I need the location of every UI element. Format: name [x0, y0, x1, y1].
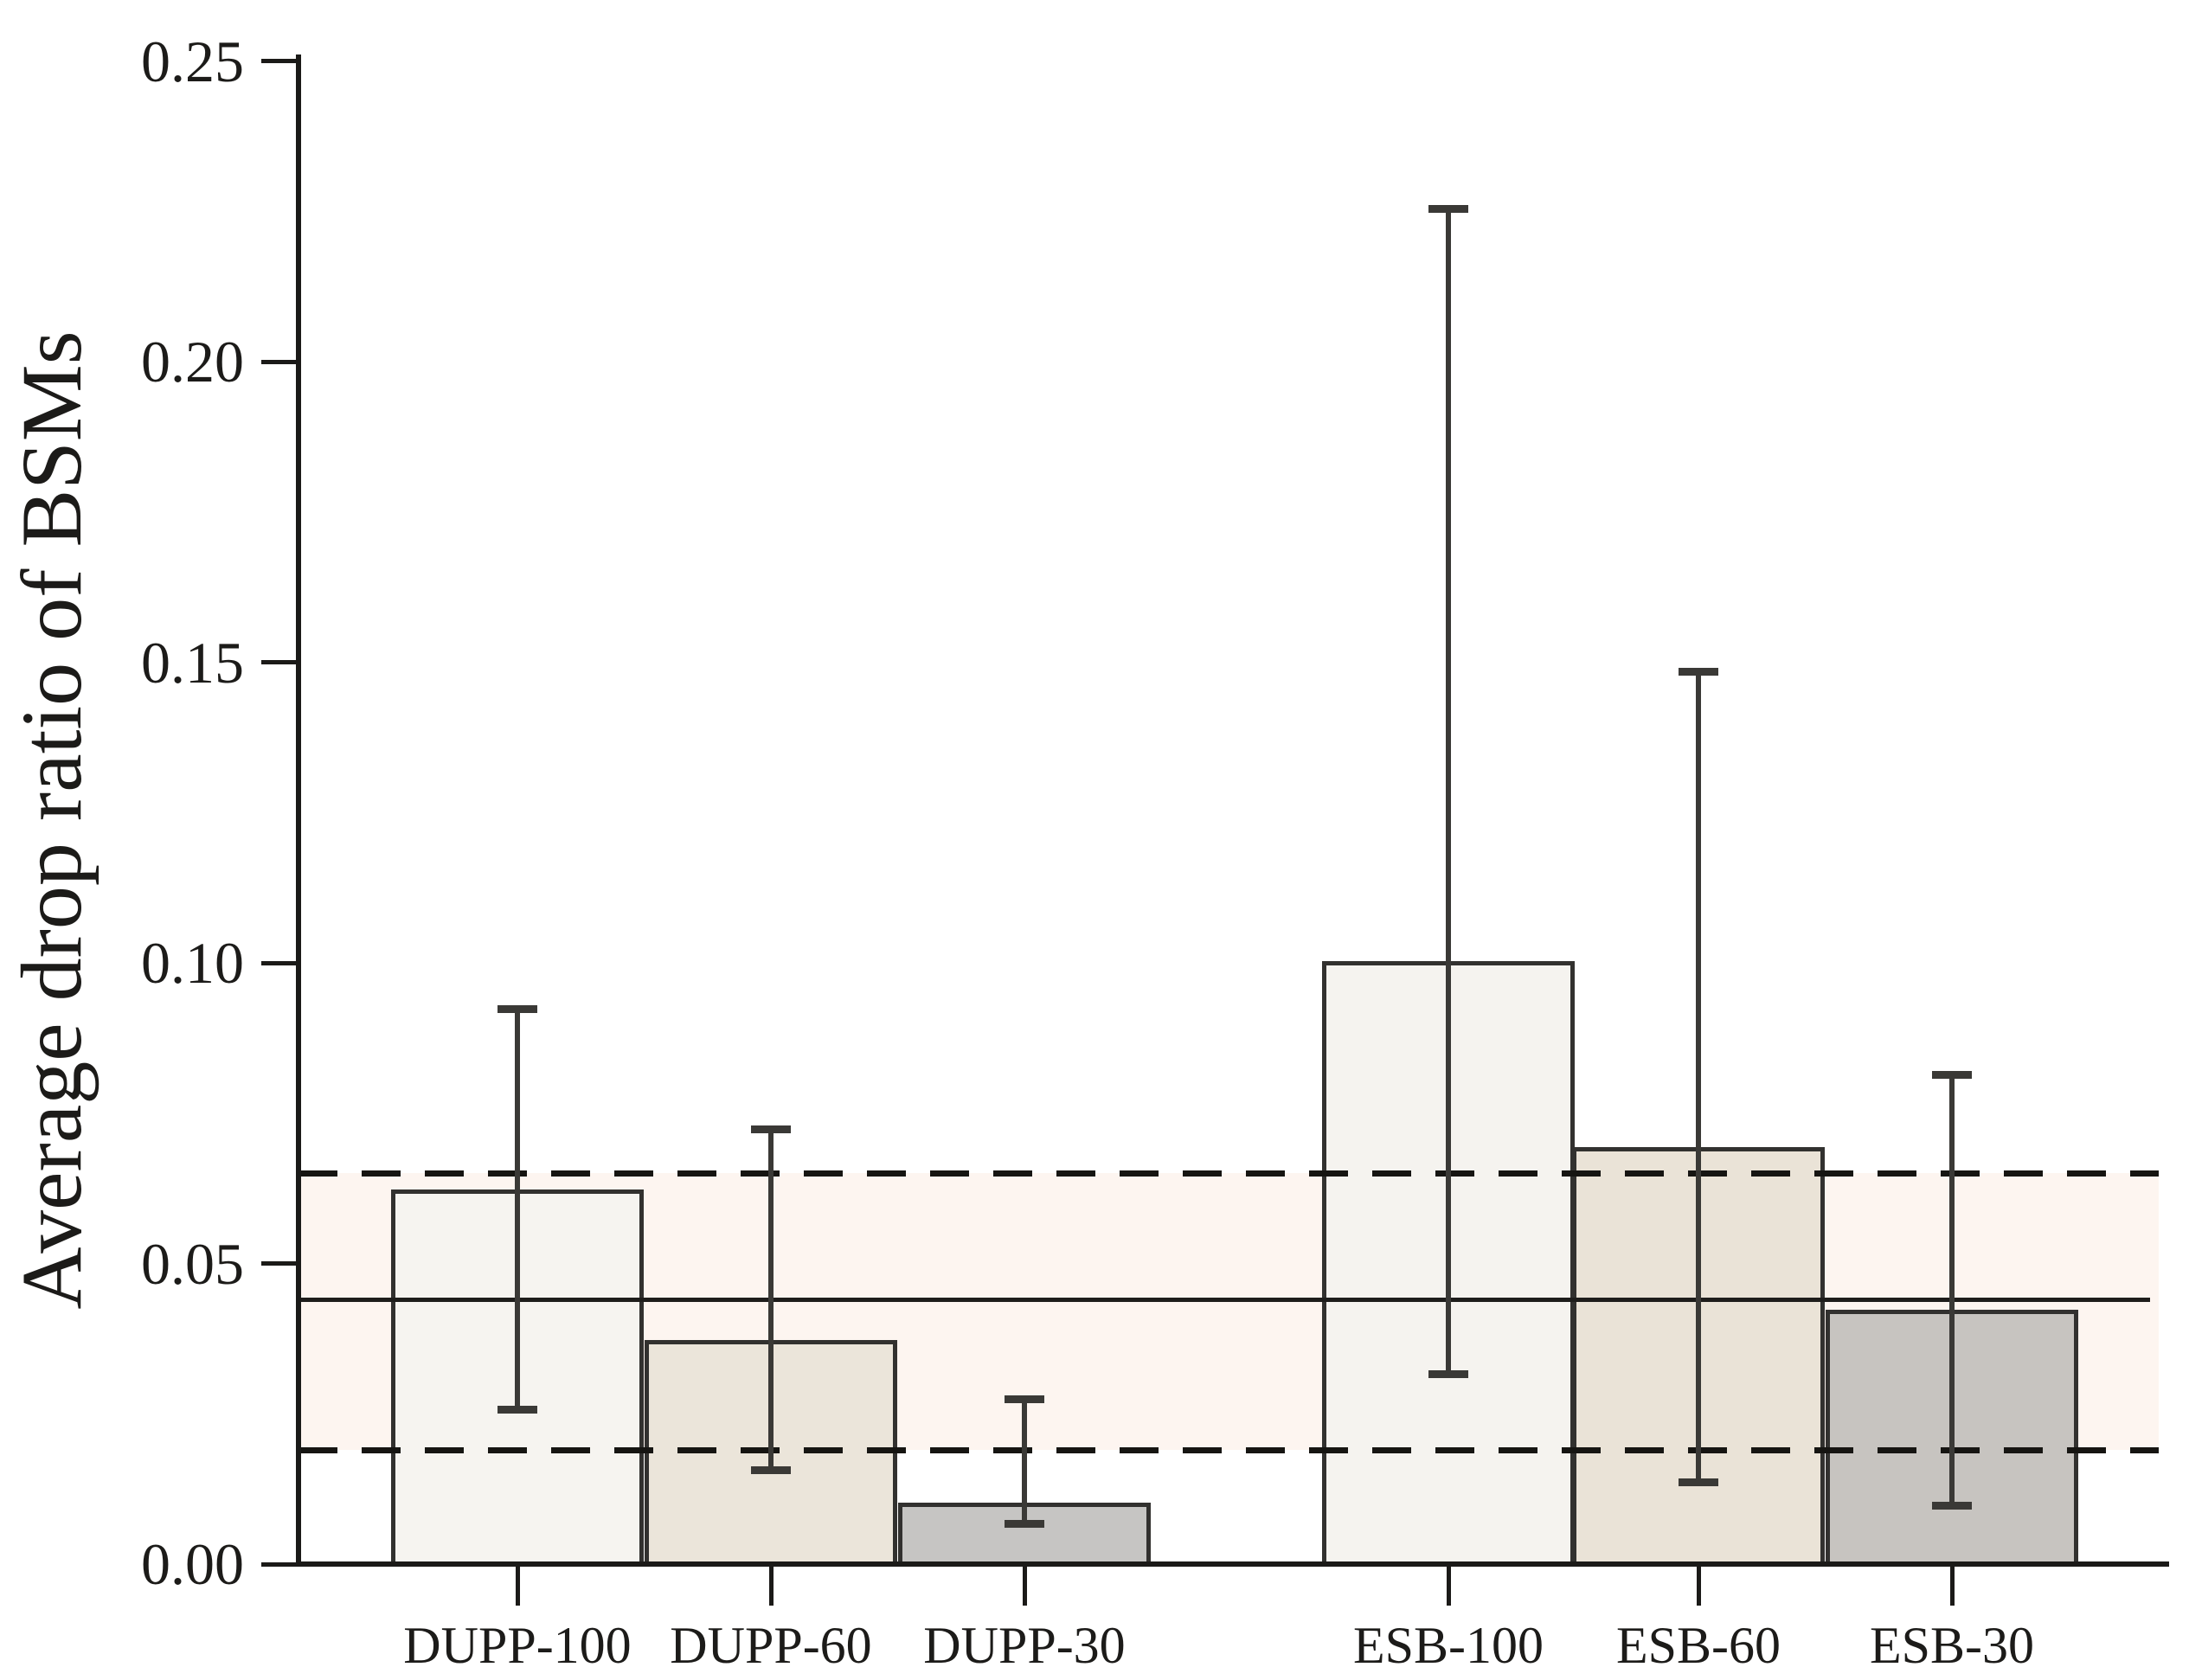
mean-solid-line: [298, 1298, 2150, 1303]
error-bar-stem: [1949, 1071, 1955, 1510]
error-bar-cap-top: [498, 1004, 537, 1013]
error-bar-stem: [1022, 1395, 1027, 1529]
x-tick-label-esb-60: ESB-60: [1615, 1617, 1781, 1674]
y-tick: [261, 1261, 298, 1266]
y-tick: [261, 960, 298, 965]
error-bar-cap-bottom: [1932, 1502, 1972, 1510]
error-bar-cap-bottom: [1428, 1369, 1468, 1378]
error-bar-esb-30: [1932, 1071, 1972, 1510]
y-tick-label: 0.10: [141, 930, 244, 996]
y-axis-title: Average drop ratio of BSMs: [3, 330, 100, 1310]
error-bar-dupp-30: [1005, 1395, 1044, 1529]
error-bar-cap-top: [1932, 1071, 1972, 1080]
error-bar-stem: [768, 1125, 774, 1474]
x-tick: [1949, 1567, 1955, 1606]
error-bar-cap-top: [1679, 668, 1718, 676]
error-bar-dupp-60: [751, 1125, 791, 1474]
x-tick: [1022, 1567, 1027, 1606]
y-tick: [261, 59, 298, 63]
error-bar-cap-bottom: [498, 1406, 537, 1414]
y-tick-label: 0.05: [141, 1230, 244, 1297]
x-tick: [515, 1567, 520, 1606]
error-bar-cap-bottom: [751, 1465, 791, 1474]
x-tick: [1446, 1567, 1451, 1606]
error-bar-stem: [515, 1004, 520, 1414]
error-bar-esb-100: [1428, 205, 1468, 1378]
x-tick-label-dupp-30: DUPP-30: [923, 1617, 1126, 1674]
x-tick: [1696, 1567, 1701, 1606]
error-bar-cap-bottom: [1005, 1520, 1044, 1529]
y-tick: [261, 1561, 298, 1567]
x-tick-label-dupp-60: DUPP-60: [670, 1617, 872, 1674]
y-tick-label: 0.25: [141, 28, 244, 94]
error-bar-esb-60: [1679, 668, 1718, 1486]
error-bar-stem: [1446, 205, 1451, 1378]
x-tick: [768, 1567, 774, 1606]
y-axis-spine: [296, 54, 301, 1567]
y-tick: [261, 660, 298, 664]
x-tick-label-dupp-100: DUPP-100: [403, 1617, 632, 1674]
lower-dashed-line: [298, 1446, 2159, 1453]
y-tick-label: 0.15: [141, 629, 244, 696]
upper-dashed-line: [298, 1170, 2159, 1177]
error-bar-cap-bottom: [1679, 1478, 1718, 1486]
x-axis-spine: [296, 1561, 2169, 1567]
error-bar-cap-top: [751, 1125, 791, 1133]
y-tick: [261, 359, 298, 364]
x-tick-label-esb-100: ESB-100: [1352, 1617, 1544, 1674]
y-tick-label: 0.00: [141, 1531, 244, 1597]
error-bar-stem: [1696, 668, 1701, 1486]
error-bar-cap-top: [1005, 1395, 1044, 1404]
error-bar-dupp-100: [498, 1004, 537, 1414]
y-tick-label: 0.20: [141, 329, 244, 394]
x-tick-label-esb-30: ESB-30: [1869, 1617, 2035, 1674]
error-bar-cap-top: [1428, 205, 1468, 214]
